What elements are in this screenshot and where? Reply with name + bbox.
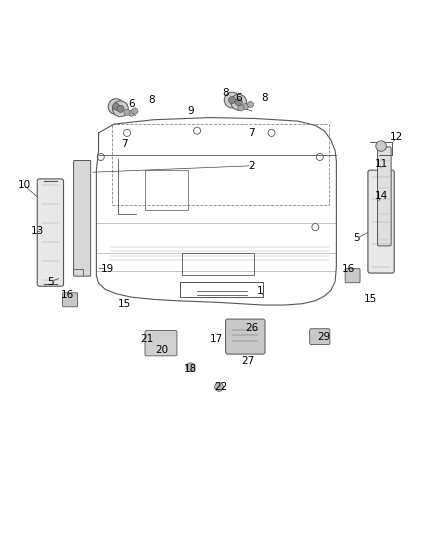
Text: 26: 26 (245, 323, 258, 333)
Circle shape (215, 383, 223, 391)
Circle shape (242, 103, 248, 110)
Text: 8: 8 (148, 95, 155, 105)
Circle shape (376, 141, 386, 151)
Text: 17: 17 (210, 334, 223, 344)
Text: 8: 8 (222, 88, 229, 99)
Text: 8: 8 (261, 93, 268, 103)
FancyBboxPatch shape (368, 170, 394, 273)
Circle shape (108, 99, 124, 115)
FancyBboxPatch shape (145, 330, 177, 356)
FancyBboxPatch shape (345, 269, 360, 282)
Circle shape (231, 94, 247, 110)
Text: 15: 15 (118, 298, 131, 309)
Text: 9: 9 (187, 106, 194, 116)
Text: 6: 6 (235, 93, 242, 103)
FancyBboxPatch shape (310, 329, 330, 344)
Text: 21: 21 (140, 334, 153, 344)
Circle shape (238, 105, 244, 111)
Circle shape (224, 92, 240, 108)
Text: 29: 29 (318, 332, 331, 342)
Text: 2: 2 (248, 161, 255, 171)
Circle shape (132, 108, 138, 114)
FancyBboxPatch shape (378, 147, 391, 246)
Circle shape (124, 109, 130, 115)
Text: 13: 13 (31, 227, 44, 237)
Text: 7: 7 (121, 139, 128, 149)
Circle shape (113, 101, 128, 117)
Text: 6: 6 (128, 100, 135, 109)
Text: 5: 5 (47, 277, 54, 287)
Text: 1: 1 (257, 286, 264, 296)
Text: 19: 19 (101, 264, 114, 273)
Text: 16: 16 (342, 264, 355, 273)
Text: 7: 7 (248, 128, 255, 138)
Text: 10: 10 (18, 181, 31, 190)
FancyBboxPatch shape (63, 293, 78, 307)
Text: 11: 11 (374, 159, 388, 168)
FancyBboxPatch shape (37, 179, 64, 286)
Circle shape (117, 106, 124, 112)
Text: 15: 15 (364, 294, 377, 304)
Circle shape (186, 363, 195, 372)
FancyBboxPatch shape (74, 160, 91, 276)
Text: 5: 5 (353, 233, 360, 243)
Text: 22: 22 (215, 382, 228, 392)
Text: 12: 12 (390, 132, 403, 142)
Text: 16: 16 (61, 290, 74, 300)
Text: 14: 14 (374, 191, 388, 201)
Circle shape (247, 101, 254, 108)
FancyBboxPatch shape (226, 319, 265, 354)
Circle shape (128, 110, 134, 116)
Text: 20: 20 (155, 345, 169, 355)
Circle shape (229, 96, 236, 103)
Text: 27: 27 (241, 356, 254, 366)
Circle shape (235, 99, 242, 106)
Circle shape (113, 103, 120, 110)
Text: 18: 18 (184, 365, 197, 374)
